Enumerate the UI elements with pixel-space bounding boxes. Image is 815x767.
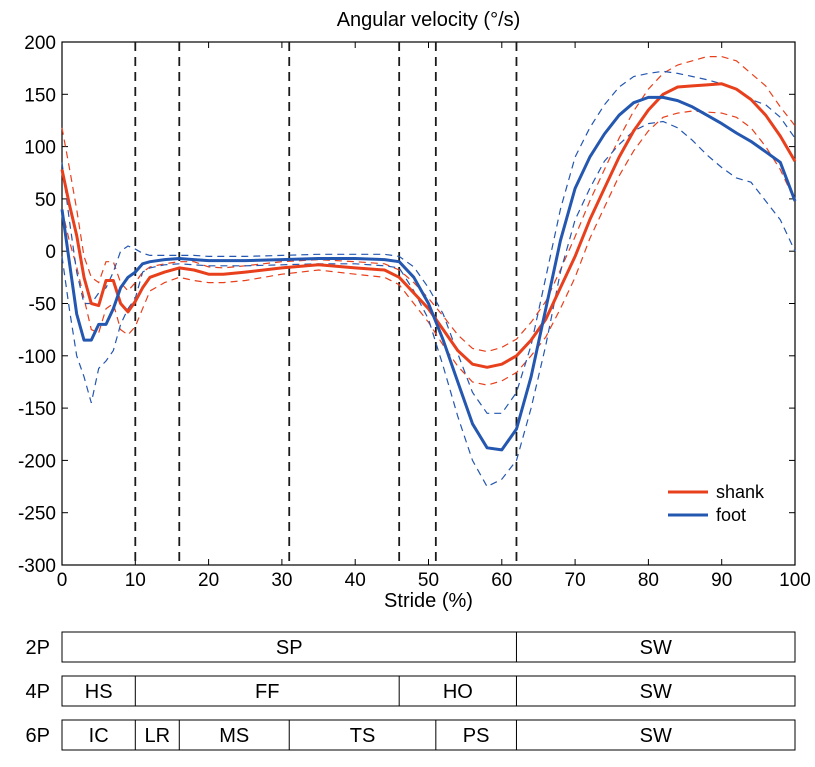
y-tick-label: 150: [24, 85, 56, 106]
x-tick-label: 70: [565, 570, 586, 591]
x-tick-label: 30: [271, 570, 292, 591]
x-tick-label: 60: [491, 570, 512, 591]
phase-row-4P: 4P HS FF HO SW: [26, 675, 796, 707]
phase-bars: 2P SP SW 4P HS FF HO SW 6P IC LR MS TS PS SW: [26, 631, 796, 751]
phase-segment-label: SW: [640, 725, 672, 747]
phase-row-label: 2P: [26, 637, 50, 659]
x-axis-label: Stride (%): [384, 590, 473, 612]
phase-segment-label: SP: [276, 637, 303, 659]
legend-label-shank: shank: [716, 482, 765, 502]
phase-row-label: 4P: [26, 681, 50, 703]
phase-row-box: [61, 631, 796, 663]
y-tick-label: 50: [35, 190, 56, 211]
phase-segment-label: TS: [350, 725, 376, 747]
legend: shank foot: [668, 482, 765, 525]
y-tick-label: 0: [45, 242, 56, 263]
phase-segment-label: SW: [640, 681, 672, 703]
phase-segment-label: IC: [89, 725, 109, 747]
phase-row-label: 6P: [26, 725, 50, 747]
foot-upper-sd-line: [61, 70, 796, 414]
x-tick-label: 40: [345, 570, 366, 591]
phase-segment-label: HS: [85, 681, 113, 703]
chart-title: Angular velocity (°/s): [337, 9, 521, 31]
phase-segment-label: PS: [463, 725, 490, 747]
legend-label-foot: foot: [716, 505, 746, 525]
y-tick-label: 100: [24, 138, 56, 159]
x-tick-label: 100: [779, 570, 811, 591]
phase-segment-label: LR: [145, 725, 171, 747]
phase-segment-label: FF: [255, 681, 279, 703]
x-tick-label: 0: [57, 570, 68, 591]
y-tick-label: -200: [18, 451, 56, 472]
y-tick-label: -50: [29, 295, 56, 316]
x-tick-label: 50: [418, 570, 439, 591]
x-tick-label: 10: [125, 570, 146, 591]
phase-row-box: [61, 675, 796, 707]
x-tick-label: 90: [711, 570, 732, 591]
phase-segment-label: HO: [443, 681, 473, 703]
phase-segment-label: MS: [219, 725, 249, 747]
shank-lower-sd-line: [61, 110, 796, 386]
y-tick-label: -150: [18, 399, 56, 420]
foot-mean-line: [60, 95, 797, 452]
phase-row-6P: 6P IC LR MS TS PS SW: [26, 719, 796, 751]
y-tick-label: -100: [18, 347, 56, 368]
phase-row-2P: 2P SP SW: [26, 631, 796, 663]
phase-row-box: [61, 719, 796, 751]
phase-segment-label: SW: [640, 637, 672, 659]
shank-mean-line: [60, 82, 797, 369]
x-tick-label: 20: [198, 570, 219, 591]
x-tick-label: 80: [638, 570, 659, 591]
foot-lower-sd-line: [61, 120, 796, 488]
y-tick-label: 200: [24, 33, 56, 54]
y-tick-label: -250: [18, 504, 56, 525]
y-tick-label: -300: [18, 556, 56, 577]
